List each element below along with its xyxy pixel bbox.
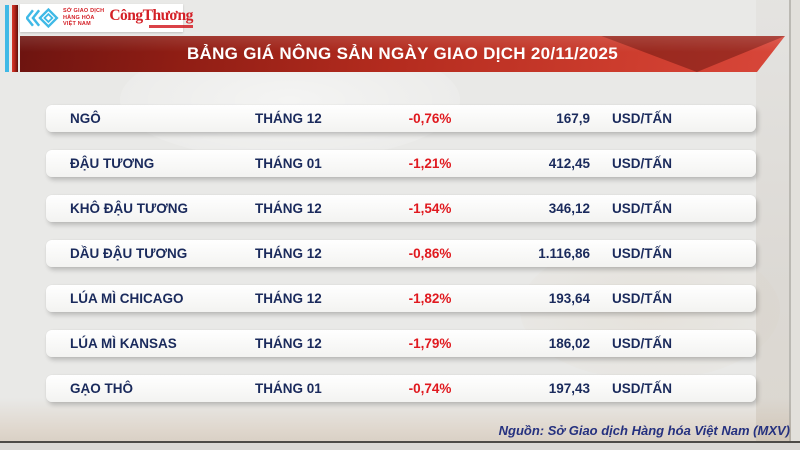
- background-photo-strip-bottom: [0, 398, 800, 443]
- price-value: 1.116,86: [538, 246, 590, 261]
- title-banner: BẢNG GIÁ NÔNG SẢN NGÀY GIAO DỊCH 20/11/2…: [20, 36, 785, 72]
- logo-plate: SỞ GIAO DỊCH HÀNG HÓA VIỆT NAM CôngThươn…: [20, 4, 193, 32]
- contract-month: THÁNG 01: [255, 381, 322, 396]
- price-value: 346,12: [548, 201, 590, 216]
- table-row: ĐẬU TƯƠNG THÁNG 01 -1,21% 412,45 USD/TẤN: [46, 150, 756, 177]
- price-unit: USD/TẤN: [612, 336, 672, 351]
- change-percent: -0,76%: [408, 111, 452, 126]
- right-edge-line: [789, 0, 791, 443]
- change-percent: -0,74%: [408, 381, 452, 396]
- change-percent: -1,21%: [408, 156, 452, 171]
- price-unit: USD/TẤN: [612, 111, 672, 126]
- mxv-name-line3: VIỆT NAM: [63, 21, 91, 28]
- price-unit: USD/TẤN: [612, 291, 672, 306]
- table-row: LÚA MÌ KANSAS THÁNG 12 -1,79% 186,02 USD…: [46, 330, 756, 357]
- mxv-logo-icon: [26, 7, 59, 29]
- commodity-name: DẦU ĐẬU TƯƠNG: [70, 246, 188, 261]
- price-table: NGÔ THÁNG 12 -0,76% 167,9 USD/TẤN ĐẬU TƯ…: [46, 105, 756, 420]
- price-value: 186,02: [548, 336, 590, 351]
- mxv-name-line2: HÀNG HÓA: [63, 14, 95, 21]
- congthuong-tagline-bar: [148, 25, 193, 29]
- price-value: 193,64: [548, 291, 590, 306]
- contract-month: THÁNG 12: [255, 111, 322, 126]
- change-percent: -0,86%: [408, 246, 452, 261]
- change-percent: -1,82%: [408, 291, 452, 306]
- accent-stripe-blue: [5, 5, 9, 72]
- mxv-name-line1: SỞ GIAO DỊCH: [63, 8, 105, 15]
- table-row: NGÔ THÁNG 12 -0,76% 167,9 USD/TẤN: [46, 105, 756, 132]
- bottom-strip: [0, 443, 800, 450]
- commodity-name: KHÔ ĐẬU TƯƠNG: [70, 201, 188, 216]
- congthuong-logo-text: CôngThương: [109, 6, 193, 24]
- commodity-name: GẠO THÔ: [70, 381, 133, 396]
- right-edge-strip: [791, 0, 800, 443]
- price-unit: USD/TẤN: [612, 156, 672, 171]
- change-percent: -1,79%: [408, 336, 452, 351]
- change-percent: -1,54%: [408, 201, 452, 216]
- bottom-divider: [0, 441, 800, 443]
- commodity-name: ĐẬU TƯƠNG: [70, 156, 155, 171]
- contract-month: THÁNG 12: [255, 291, 322, 306]
- price-value: 197,43: [548, 381, 590, 396]
- price-unit: USD/TẤN: [612, 381, 672, 396]
- mxv-logo-name: SỞ GIAO DỊCH HÀNG HÓA VIỆT NAM: [63, 8, 104, 27]
- congthuong-logo: CôngThương: [109, 8, 193, 29]
- table-row: KHÔ ĐẬU TƯƠNG THÁNG 12 -1,54% 346,12 USD…: [46, 195, 756, 222]
- background-photo-strip-right: [756, 0, 789, 450]
- table-row: LÚA MÌ CHICAGO THÁNG 12 -1,82% 193,64 US…: [46, 285, 756, 312]
- price-unit: USD/TẤN: [612, 201, 672, 216]
- commodity-name: LÚA MÌ CHICAGO: [70, 291, 184, 306]
- price-unit: USD/TẤN: [612, 246, 672, 261]
- table-row: DẦU ĐẬU TƯƠNG THÁNG 12 -0,86% 1.116,86 U…: [46, 240, 756, 267]
- accent-stripe-red: [12, 5, 18, 72]
- contract-month: THÁNG 12: [255, 336, 322, 351]
- page-title: BẢNG GIÁ NÔNG SẢN NGÀY GIAO DỊCH 20/11/2…: [186, 44, 619, 63]
- price-value: 412,45: [548, 156, 590, 171]
- price-value: 167,9: [556, 111, 590, 126]
- commodity-name: NGÔ: [70, 111, 101, 126]
- contract-month: THÁNG 01: [255, 156, 322, 171]
- contract-month: THÁNG 12: [255, 246, 322, 261]
- contract-month: THÁNG 12: [255, 201, 322, 216]
- table-row: GẠO THÔ THÁNG 01 -0,74% 197,43 USD/TẤN: [46, 375, 756, 402]
- source-note: Nguồn: Sở Giao dịch Hàng hóa Việt Nam (M…: [498, 423, 790, 438]
- commodity-name: LÚA MÌ KANSAS: [70, 336, 177, 351]
